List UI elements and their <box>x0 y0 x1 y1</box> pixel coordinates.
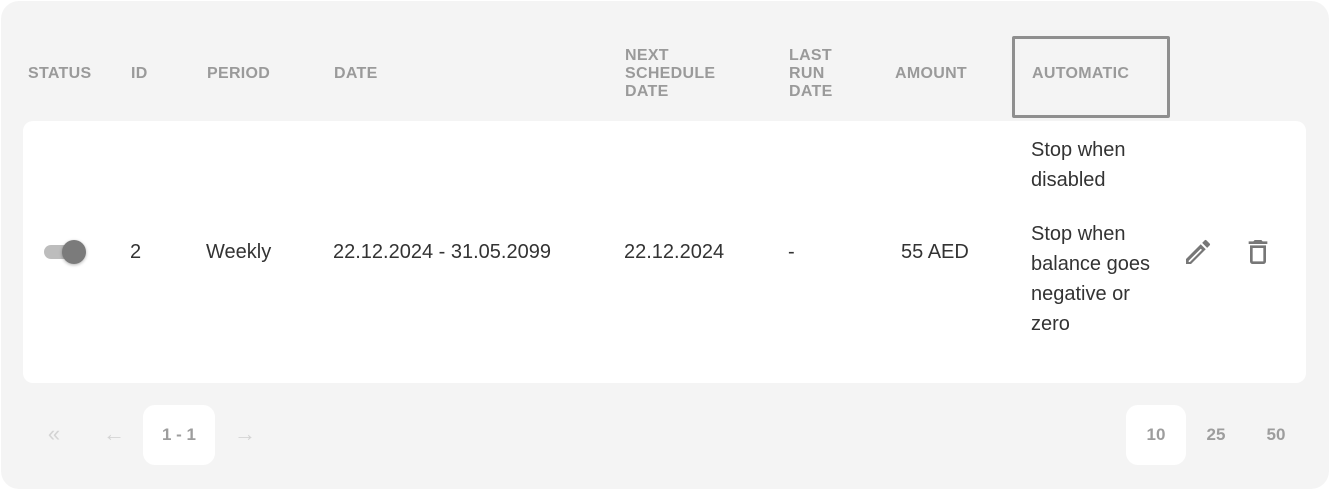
delete-button[interactable] <box>1242 236 1274 273</box>
header-amount[interactable]: AMOUNT <box>895 65 968 82</box>
prev-page-button[interactable]: ← <box>103 421 125 446</box>
header-next-schedule-date[interactable]: NEXT SCHEDULE DATE <box>625 47 715 101</box>
cell-automatic-1: Stop when disabled <box>1031 139 1126 191</box>
page-size-25[interactable]: 25 <box>1206 425 1226 444</box>
header-automatic[interactable]: AUTOMATIC <box>1032 65 1130 82</box>
cell-period: Weekly <box>206 241 272 263</box>
cell-date: 22.12.2024 - 31.05.2099 <box>333 241 551 263</box>
table-row <box>23 121 1306 383</box>
header-id[interactable]: ID <box>131 65 148 82</box>
page-size-50[interactable]: 50 <box>1266 425 1286 444</box>
cell-last-run-date: - <box>788 241 795 263</box>
cell-id: 2 <box>130 241 142 263</box>
header-period[interactable]: PERIOD <box>207 65 271 82</box>
header-line: SCHEDULE <box>625 65 716 82</box>
header-line: NEXT <box>625 47 669 64</box>
cell-amount: 55 AED <box>901 241 969 263</box>
first-page-button[interactable]: « <box>47 421 61 446</box>
header-line: LAST <box>789 47 832 64</box>
page-range: 1 - 1 <box>143 405 215 465</box>
header-line: DATE <box>789 83 833 100</box>
page-size-10[interactable]: 10 <box>1126 405 1186 465</box>
toggle-knob <box>62 240 86 264</box>
cell-next-schedule-date: 22.12.2024 <box>624 241 725 263</box>
header-last-run-date[interactable]: LAST RUN DATE <box>789 47 833 101</box>
trash-icon <box>1248 240 1268 264</box>
header-line: DATE <box>625 83 669 100</box>
status-toggle[interactable] <box>44 240 88 264</box>
pencil-icon <box>1186 239 1211 264</box>
header-automatic-highlight <box>1012 36 1170 118</box>
header-line: RUN <box>789 65 825 82</box>
cell-automatic-2: Stop when balance goes negative or zero <box>1031 223 1150 335</box>
header-date[interactable]: DATE <box>334 65 378 82</box>
edit-button[interactable] <box>1182 236 1214 273</box>
next-page-button[interactable]: → <box>234 421 256 446</box>
header-status[interactable]: STATUS <box>28 65 92 82</box>
